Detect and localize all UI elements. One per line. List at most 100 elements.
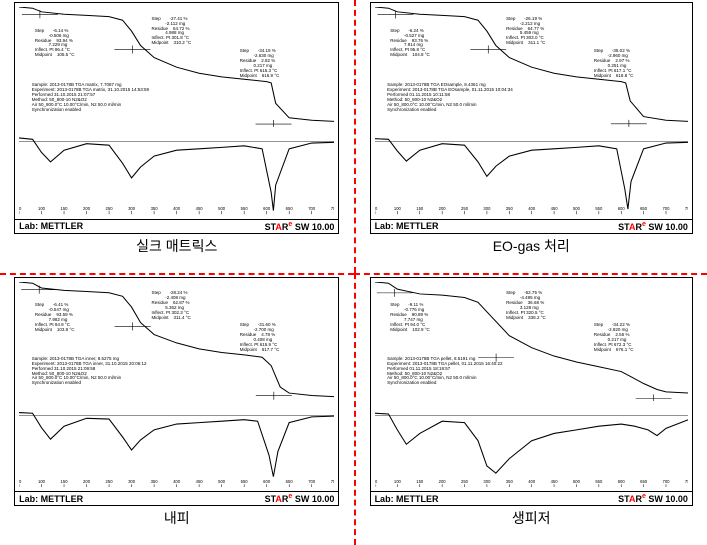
chart-panel: Step -6.41 % -0.547 mg Residue 93.59 % 7…	[14, 277, 339, 507]
sample-info: Sample: 2013-0178B TGA pellet, 8.5191 mg…	[387, 357, 502, 387]
svg-text:650: 650	[286, 479, 294, 484]
svg-text:600: 600	[263, 206, 271, 211]
sample-info: Sample: 2013-0178B TGA matrix, 7.7087 mg…	[32, 83, 149, 113]
tga-plot: Step -6.24 % -0.527 mg Residue 93.76 % 7…	[375, 7, 688, 127]
svg-text:600: 600	[617, 479, 625, 484]
svg-text:500: 500	[218, 479, 226, 484]
svg-text:400: 400	[528, 479, 536, 484]
chart-cell: Step -6.24 % -0.527 mg Residue 93.76 % 7…	[354, 0, 707, 273]
chart-grid: Step -6.14 % -0.506 mg Residue 93.94 % 7…	[0, 0, 707, 545]
svg-text:500: 500	[218, 206, 226, 211]
footer-software-label: STARe SW 10.00	[265, 221, 335, 232]
svg-text:400: 400	[173, 479, 181, 484]
svg-text:350: 350	[505, 206, 513, 211]
sample-info: Sample: 2013-0178B TGA inner, 8.5275 mg …	[32, 357, 147, 387]
svg-text:550: 550	[595, 206, 603, 211]
chart-cell: Step -6.14 % -0.506 mg Residue 93.94 % 7…	[0, 0, 354, 273]
svg-text:450: 450	[550, 206, 558, 211]
svg-text:100: 100	[393, 206, 401, 211]
panel-footer: Lab: METTLER STARe SW 10.00	[15, 219, 338, 233]
svg-text:300: 300	[128, 479, 136, 484]
footer-software-label: STARe SW 10.00	[265, 493, 335, 504]
plot-area: Step -6.24 % -0.527 mg Residue 93.76 % 7…	[375, 7, 688, 215]
chart-panel: Step -9.11 % -0.776 mg Residue 90.89 % 7…	[370, 277, 693, 507]
step-annotation: Step -34.22 % -2.920 mg Residue 2.55 % 0…	[594, 323, 634, 353]
svg-text:250: 250	[461, 479, 469, 484]
panel-caption: 내피	[164, 508, 190, 528]
svg-text:300: 300	[483, 206, 491, 211]
plot-area: Step -9.11 % -0.776 mg Residue 90.89 % 7…	[375, 282, 688, 488]
svg-text:450: 450	[196, 479, 204, 484]
svg-text:650: 650	[286, 206, 294, 211]
footer-lab-label: Lab: METTLER	[19, 494, 83, 504]
svg-text:700: 700	[662, 479, 670, 484]
svg-text:150: 150	[416, 206, 424, 211]
step-annotation: Step -35.02 % -2.960 mg Residue 2.97 % 0…	[594, 49, 634, 79]
dtg-plot: 5010015020025030035040045050055060065070…	[375, 127, 688, 214]
svg-text:700: 700	[308, 479, 316, 484]
svg-text:750: 750	[684, 479, 687, 484]
svg-text:200: 200	[83, 206, 91, 211]
svg-text:150: 150	[61, 206, 69, 211]
svg-text:250: 250	[461, 206, 469, 211]
svg-text:550: 550	[241, 206, 249, 211]
svg-text:550: 550	[595, 479, 603, 484]
footer-software-label: STARe SW 10.00	[618, 221, 688, 232]
svg-text:700: 700	[308, 206, 316, 211]
svg-text:650: 650	[640, 479, 648, 484]
svg-text:500: 500	[573, 206, 581, 211]
step-annotation: Step -6.41 % -0.547 mg Residue 93.59 % 7…	[35, 303, 75, 333]
footer-lab-label: Lab: METTLER	[375, 494, 439, 504]
footer-lab-label: Lab: METTLER	[375, 221, 439, 231]
svg-text:400: 400	[528, 206, 536, 211]
svg-text:300: 300	[128, 206, 136, 211]
chart-panel: Step -6.24 % -0.527 mg Residue 93.76 % 7…	[370, 2, 693, 234]
sample-info: Sample: 2013-0178B TGA EOsample, 8.4361 …	[387, 83, 513, 113]
svg-text:50: 50	[19, 479, 22, 484]
svg-text:450: 450	[196, 206, 204, 211]
chart-cell: Step -6.41 % -0.547 mg Residue 93.59 % 7…	[0, 273, 354, 545]
svg-text:600: 600	[263, 479, 271, 484]
plot-area: Step -6.41 % -0.547 mg Residue 93.59 % 7…	[19, 282, 334, 488]
svg-text:250: 250	[106, 479, 114, 484]
step-annotation: Step -6.24 % -0.527 mg Residue 93.76 % 7…	[390, 29, 430, 59]
step-annotation: Step -31.60 % -2.700 mg Residue 4.78 % 0…	[240, 323, 280, 353]
plot-area: Step -6.14 % -0.506 mg Residue 93.94 % 7…	[19, 7, 334, 215]
panel-caption: EO-gas 처리	[493, 236, 570, 256]
tga-plot: Step -6.14 % -0.506 mg Residue 93.94 % 7…	[19, 7, 334, 127]
chart-cell: Step -9.11 % -0.776 mg Residue 90.89 % 7…	[354, 273, 707, 545]
dtg-plot: 5010015020025030035040045050055060065070…	[375, 401, 688, 488]
svg-text:350: 350	[151, 479, 159, 484]
footer-lab-label: Lab: METTLER	[19, 221, 83, 231]
svg-text:550: 550	[241, 479, 249, 484]
step-annotation: Step -34.19 % -2.630 mg Residue 2.82 % 0…	[240, 49, 280, 79]
step-annotation: Step -6.14 % -0.506 mg Residue 93.94 % 7…	[35, 29, 75, 59]
panel-footer: Lab: METTLER STARe SW 10.00	[371, 219, 692, 233]
svg-text:250: 250	[106, 206, 114, 211]
svg-text:450: 450	[550, 479, 558, 484]
svg-text:200: 200	[438, 206, 446, 211]
svg-text:750: 750	[331, 206, 334, 211]
svg-text:300: 300	[483, 479, 491, 484]
svg-text:600: 600	[617, 206, 625, 211]
tga-plot: Step -9.11 % -0.776 mg Residue 90.89 % 7…	[375, 282, 688, 401]
svg-text:50: 50	[375, 206, 378, 211]
step-annotation: Step -27.41 % -2.112 mg Residue 64.72 % …	[152, 17, 192, 47]
svg-text:150: 150	[61, 479, 69, 484]
svg-text:200: 200	[83, 479, 91, 484]
svg-text:750: 750	[684, 206, 687, 211]
svg-text:50: 50	[19, 206, 22, 211]
footer-software-label: STARe SW 10.00	[618, 493, 688, 504]
svg-text:350: 350	[505, 479, 513, 484]
tga-plot: Step -6.41 % -0.547 mg Residue 93.59 % 7…	[19, 282, 334, 401]
dtg-plot: 5010015020025030035040045050055060065070…	[19, 127, 334, 214]
panel-footer: Lab: METTLER STARe SW 10.00	[371, 491, 692, 505]
svg-text:50: 50	[375, 479, 378, 484]
svg-text:750: 750	[331, 479, 334, 484]
step-annotation: Step -9.11 % -0.776 mg Residue 90.89 % 7…	[390, 303, 430, 333]
svg-text:100: 100	[393, 479, 401, 484]
chart-panel: Step -6.14 % -0.506 mg Residue 93.94 % 7…	[14, 2, 339, 234]
svg-text:700: 700	[662, 206, 670, 211]
panel-caption: 실크 매트릭스	[136, 236, 217, 256]
step-annotation: Step -26.19 % -2.212 mg Residue 64.77 % …	[506, 17, 545, 47]
